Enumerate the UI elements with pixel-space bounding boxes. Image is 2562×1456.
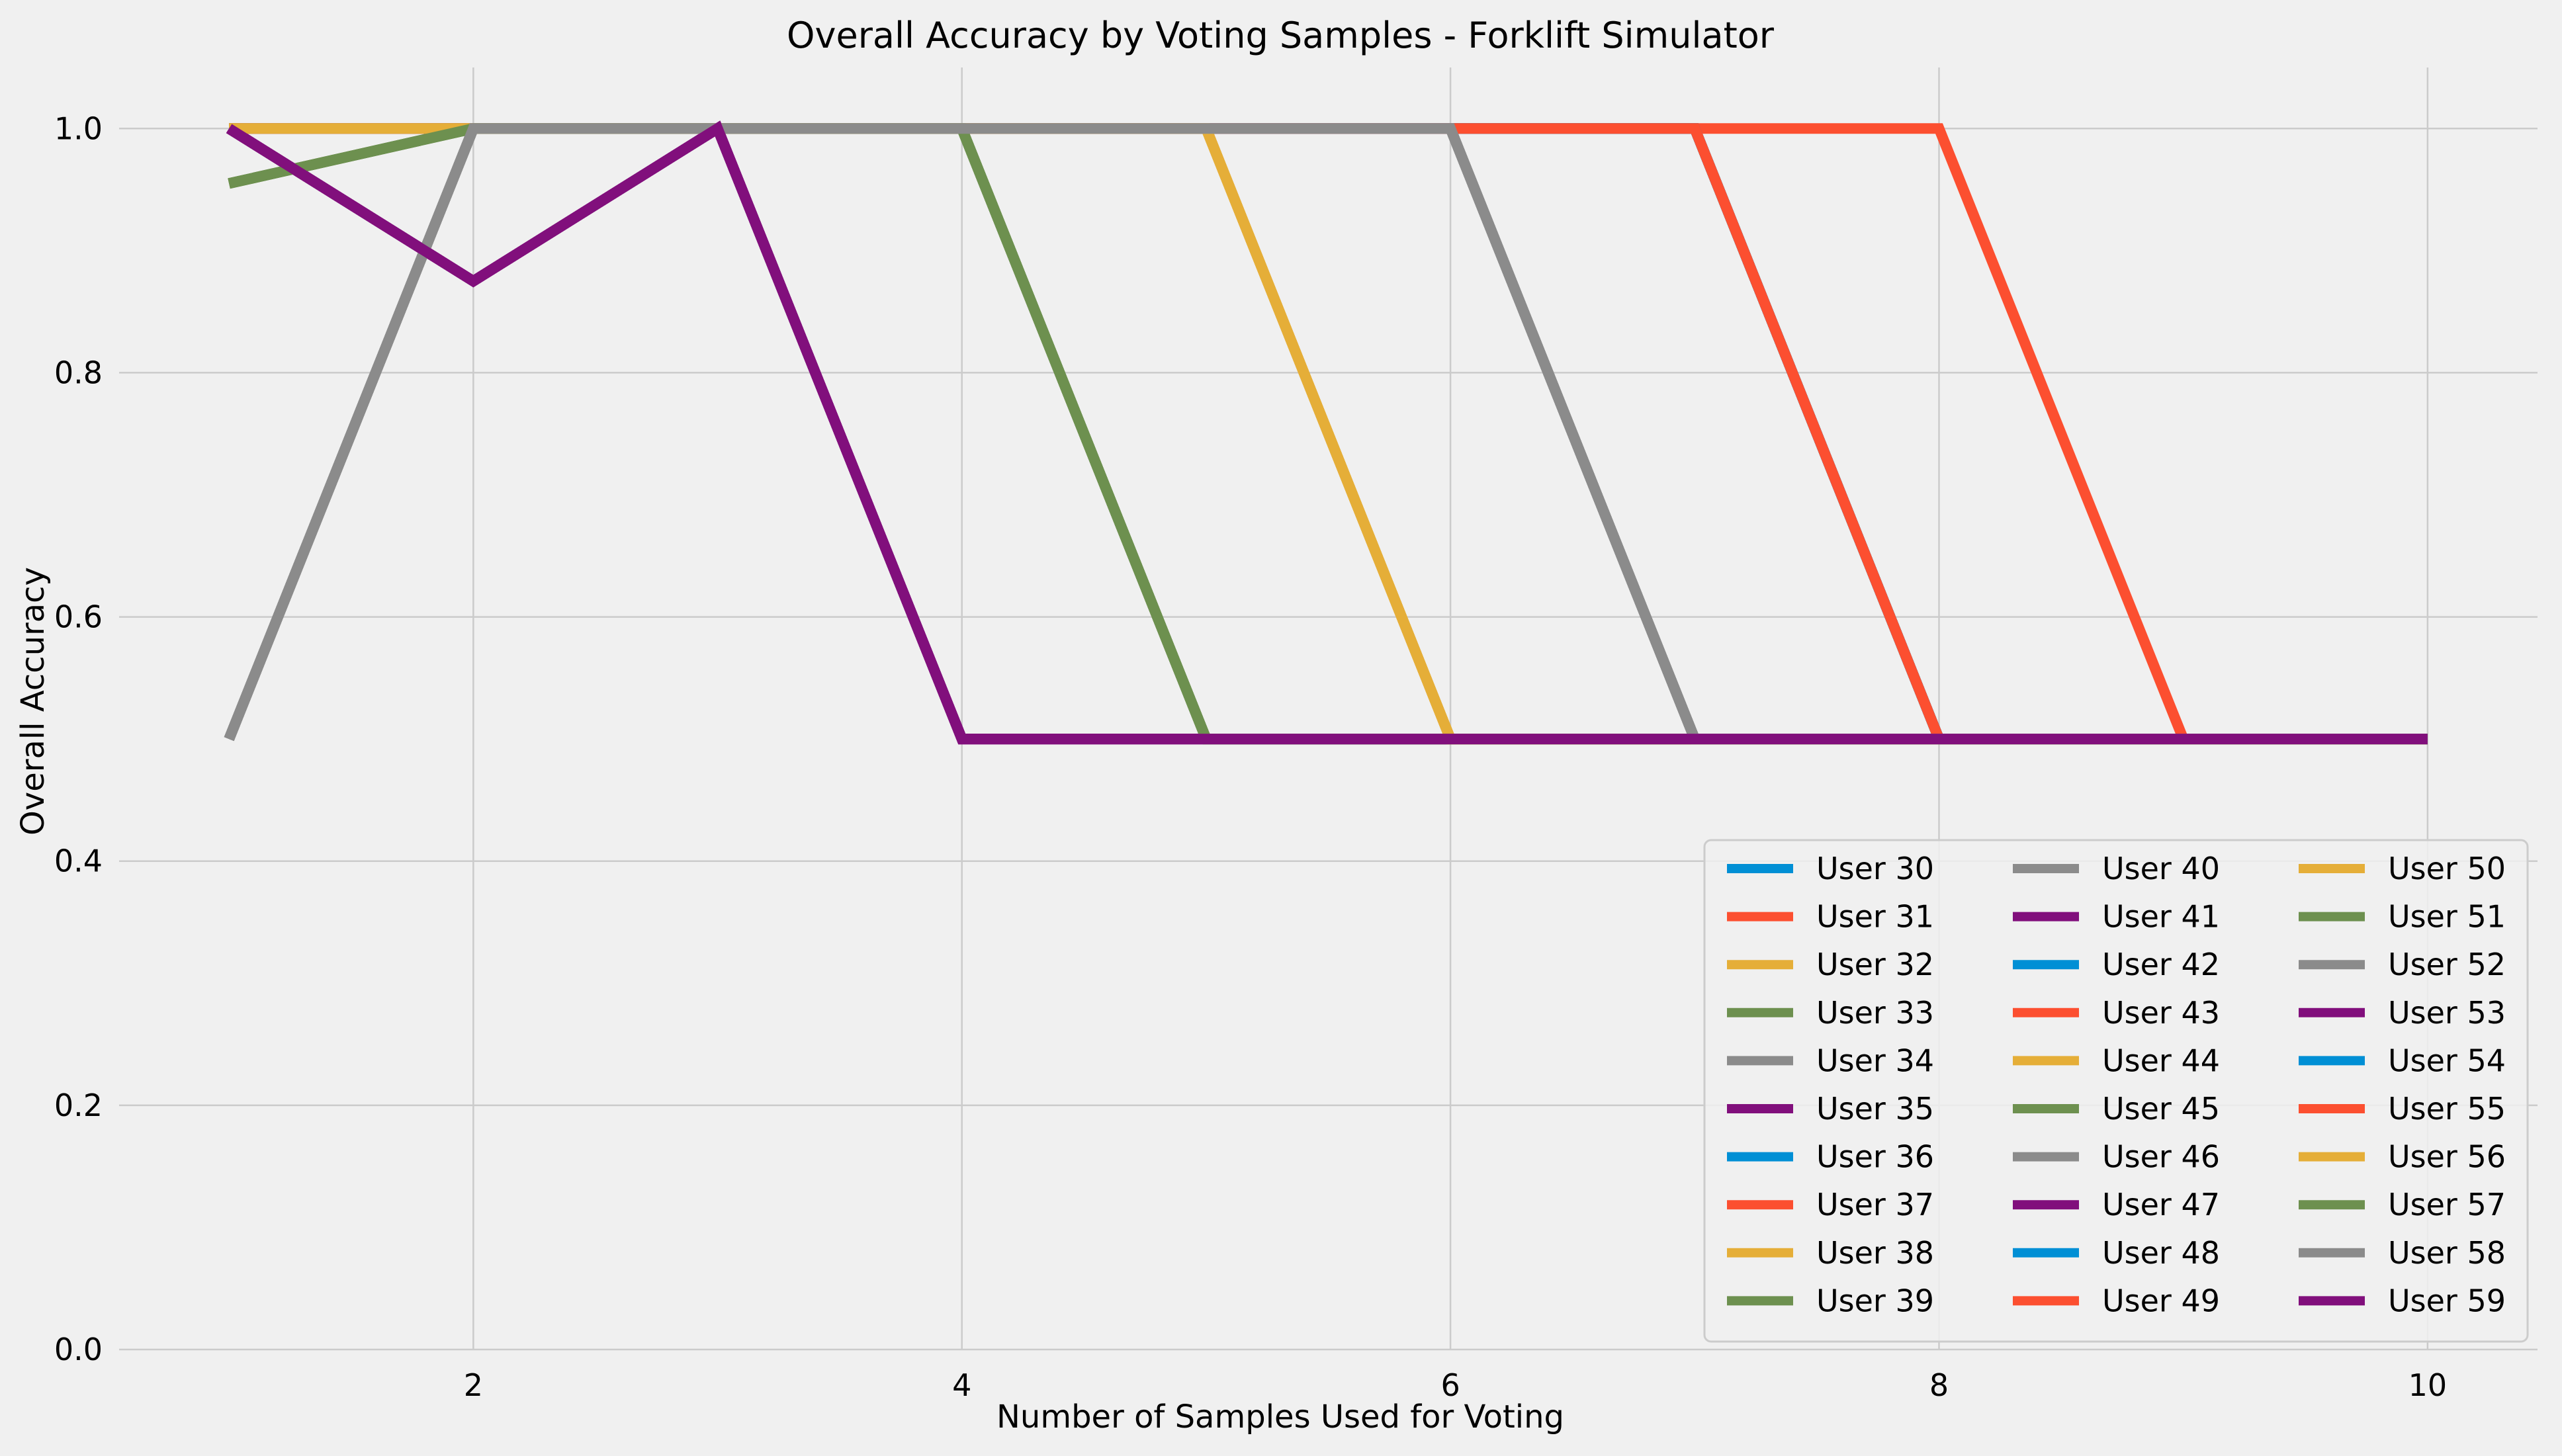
y-tick-label: 0.6	[54, 599, 103, 635]
legend-label: User 38	[1816, 1235, 1934, 1271]
plot-lines	[224, 120, 2428, 745]
legend-label: User 55	[2388, 1091, 2506, 1127]
x-tick-label: 8	[1929, 1367, 1949, 1403]
legend-label: User 50	[2388, 851, 2506, 886]
x-tick-label: 10	[2408, 1367, 2448, 1403]
y-tick-label: 1.0	[54, 110, 103, 146]
x-tick-label: 6	[1440, 1367, 1460, 1403]
y-tick-label: 0.8	[54, 355, 103, 390]
y-tick-label: 0.2	[54, 1088, 103, 1123]
y-tick-label: 0.4	[54, 843, 103, 879]
y-axis-label: Overall Accuracy	[15, 567, 52, 835]
legend-label: User 43	[2102, 995, 2220, 1031]
x-axis-label: Number of Samples Used for Voting	[996, 1398, 1564, 1435]
legend-label: User 41	[2102, 899, 2220, 935]
x-tick-label: 2	[464, 1367, 483, 1403]
legend-label: User 54	[2388, 1043, 2506, 1078]
legend-label: User 35	[1816, 1091, 1934, 1127]
legend-label: User 57	[2388, 1187, 2506, 1222]
legend-label: User 52	[2388, 947, 2506, 982]
legend: User 30 User 31 User 32 User 33 User 34 User …	[1703, 839, 2529, 1343]
legend-label: User 49	[2102, 1283, 2220, 1318]
legend-label: User 36	[1816, 1139, 1934, 1175]
legend-label: User 39	[1816, 1283, 1934, 1318]
legend-label: User 42	[2102, 947, 2220, 982]
chart-title: Overall Accuracy by Voting Samples - For…	[787, 15, 1775, 56]
x-tick-label: 4	[952, 1367, 971, 1403]
legend-label: User 32	[1816, 947, 1934, 982]
legend-label: User 34	[1816, 1043, 1934, 1078]
series-line-user-59	[226, 120, 2428, 745]
legend-label: User 59	[2388, 1283, 2506, 1318]
legend-label: User 51	[2388, 899, 2506, 935]
legend-label: User 47	[2102, 1187, 2220, 1222]
y-tick-label: 0.0	[54, 1332, 103, 1367]
legend-label: User 37	[1816, 1187, 1934, 1222]
legend-label: User 33	[1816, 995, 1934, 1031]
x-axis-ticks: 2 4 6 8 10	[464, 1367, 2447, 1403]
legend-label: User 46	[2102, 1139, 2220, 1175]
legend-label: User 53	[2388, 995, 2506, 1031]
legend-label: User 45	[2102, 1091, 2220, 1127]
y-axis-ticks: 0.0 0.2 0.4 0.6 0.8 1.0	[54, 110, 103, 1367]
legend-label: User 30	[1816, 851, 1934, 886]
legend-label: User 58	[2388, 1235, 2506, 1271]
legend-label: User 44	[2102, 1043, 2220, 1078]
legend-label: User 31	[1816, 899, 1934, 935]
legend-label: User 56	[2388, 1139, 2506, 1175]
legend-label: User 40	[2102, 851, 2220, 886]
legend-label: User 48	[2102, 1235, 2220, 1271]
